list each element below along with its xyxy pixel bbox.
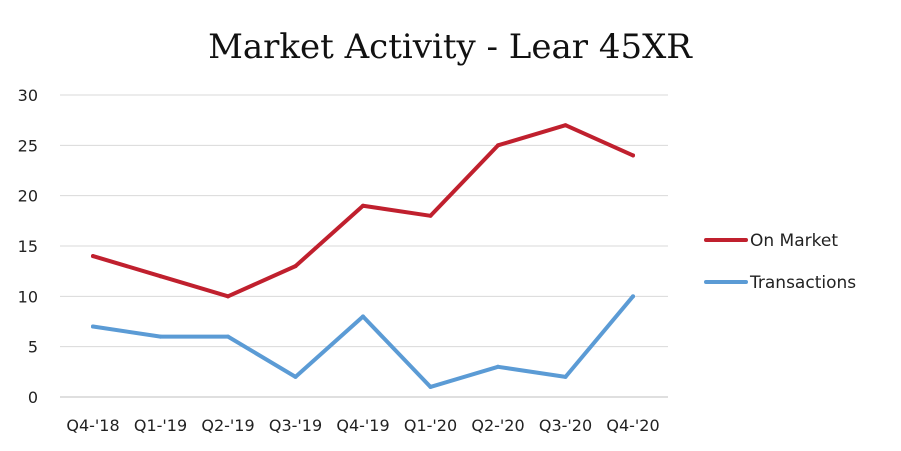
y-tick-label: 25	[18, 136, 38, 155]
x-tick-label: Q3-'20	[539, 416, 592, 435]
data-point	[361, 203, 365, 208]
x-tick-label: Q1-'19	[134, 416, 187, 435]
y-tick-label: 10	[18, 287, 38, 306]
x-axis-ticks: Q4-'18 Q1-'19 Q2-'19 Q3-'19 Q4-'19 Q1-'20 Q2-'…	[66, 416, 659, 435]
data-point	[563, 123, 568, 128]
data-point	[631, 153, 635, 158]
chart-title: Market Activity - Lear 45XR	[208, 27, 693, 67]
y-tick-label: 30	[18, 86, 38, 105]
data-point	[91, 254, 95, 259]
series-lines	[91, 123, 635, 389]
x-tick-label: Q4-'20	[606, 416, 659, 435]
data-point	[631, 294, 635, 299]
data-point	[563, 374, 568, 379]
data-point	[158, 334, 163, 339]
data-point	[428, 213, 433, 218]
x-tick-label: Q3-'19	[269, 416, 322, 435]
data-point	[496, 143, 500, 148]
y-tick-label: 0	[28, 388, 38, 407]
x-tick-label: Q4-'18	[66, 416, 119, 435]
x-tick-label: Q4-'19	[336, 416, 389, 435]
data-point	[293, 374, 298, 379]
data-point	[361, 314, 365, 319]
series-line-on-market	[91, 123, 635, 299]
data-point	[158, 274, 163, 279]
data-point	[226, 294, 230, 299]
data-point	[293, 264, 298, 269]
x-tick-label: Q2-'19	[201, 416, 254, 435]
data-point	[428, 384, 433, 389]
x-tick-label: Q1-'20	[404, 416, 457, 435]
y-axis-ticks: 0 5 10 15 20 25 30	[18, 86, 38, 407]
legend-label: On Market	[750, 231, 838, 251]
y-tick-label: 20	[18, 187, 38, 206]
grid-lines	[60, 94, 668, 398]
data-point	[496, 364, 500, 369]
legend: On Market Transactions	[704, 231, 856, 293]
x-tick-label: Q2-'20	[471, 416, 524, 435]
data-point	[226, 334, 230, 339]
series-line-transactions	[91, 294, 635, 389]
legend-label: Transactions	[749, 273, 856, 293]
y-tick-label: 15	[18, 237, 38, 256]
y-tick-label: 5	[28, 338, 38, 357]
data-point	[91, 324, 95, 329]
